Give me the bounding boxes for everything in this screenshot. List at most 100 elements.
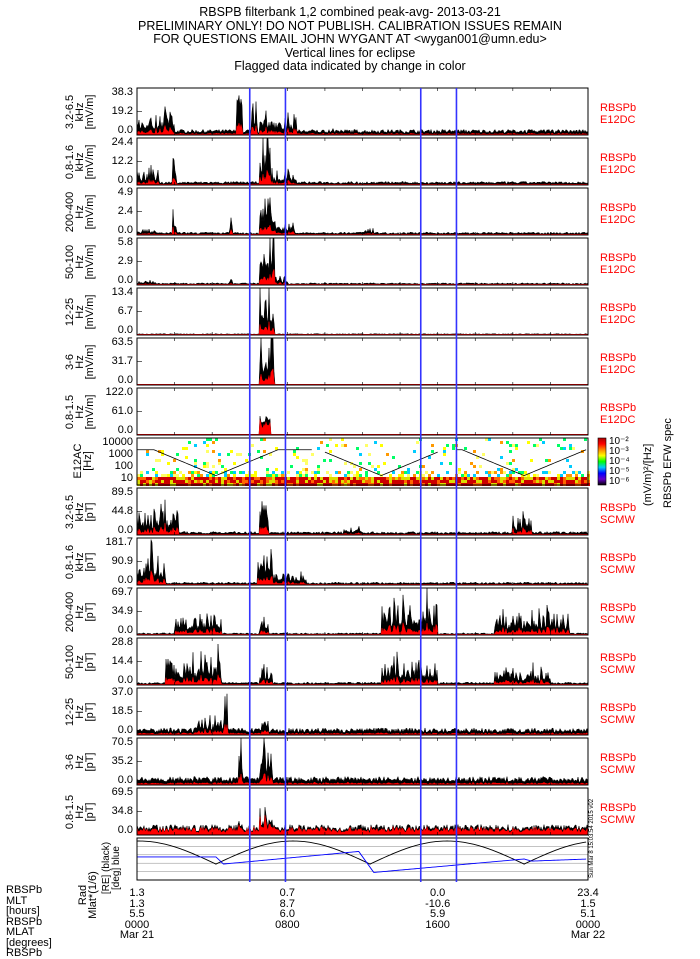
x-tick-value: 6.0 — [279, 908, 295, 920]
spectrogram-pixel — [500, 480, 503, 483]
y-tick-label: 90.9 — [111, 555, 133, 567]
spectrogram-pixel — [314, 474, 317, 477]
panel-frame — [136, 787, 589, 836]
spectrogram-pixel — [209, 477, 212, 480]
spectrogram-pixel — [362, 477, 365, 480]
spectrogram-pixel — [506, 480, 509, 483]
spectrogram-pixel — [566, 480, 569, 483]
spectrogram-pixel — [509, 480, 512, 483]
spectrogram-pixel — [368, 480, 371, 483]
spectrogram-pixel — [404, 471, 407, 474]
instrument-label: RBSPb E12DC — [600, 302, 636, 326]
spectrogram-pixel — [335, 477, 338, 480]
y-tick-label: 0.0 — [117, 774, 133, 786]
spectrogram-pixel — [374, 477, 377, 480]
y-tick-label: 0.0 — [117, 624, 133, 636]
spectrogram-pixel — [152, 477, 155, 480]
spectrogram-pixel — [365, 477, 368, 480]
x-row-label: MLT — [6, 894, 28, 907]
spectrogram-pixel — [341, 444, 344, 447]
spectrogram-pixel — [161, 453, 164, 456]
peak-trace — [136, 737, 589, 786]
x-tick-value: 8.7 — [279, 897, 295, 910]
spectrogram-pixel — [491, 480, 494, 483]
spectrogram-pixel — [227, 453, 230, 456]
spectrogram-pixel — [176, 480, 179, 483]
spectrogram-pixel — [206, 438, 209, 441]
spectrogram-pixel — [188, 480, 191, 483]
peak-trace — [136, 197, 589, 236]
spectrogram-pixel — [431, 477, 434, 480]
spectrogram-pixel — [398, 477, 401, 480]
spectrogram-pixel — [320, 441, 323, 444]
spectrogram-pixel — [461, 474, 464, 477]
y-tick-label: 63.5 — [111, 336, 133, 348]
x-tick-value: 5.5 — [129, 908, 145, 920]
spectrogram-pixel — [494, 471, 497, 474]
ephemeris-panel — [136, 840, 588, 873]
instrument: SCMW — [600, 514, 635, 526]
spectrogram-pixel — [371, 465, 374, 468]
spacecraft: RBSPb — [600, 302, 637, 314]
spectrogram-pixel — [287, 477, 290, 480]
spectrogram-pixel — [170, 471, 173, 474]
spectrogram-pixel — [305, 474, 308, 477]
spectrogram-pixel — [545, 477, 548, 480]
peak-trace — [136, 499, 589, 536]
spectrogram-pixel — [296, 456, 299, 459]
y-tick-label: 13.4 — [111, 286, 133, 298]
panel-3-6-Hz — [136, 337, 589, 386]
spectrogram-pixel — [512, 468, 515, 471]
spectrogram-pixel — [536, 480, 539, 483]
spectrogram-pixel — [359, 474, 362, 477]
spectrogram-pixel — [548, 459, 551, 462]
spectrogram-pixel — [431, 444, 434, 447]
spectrogram-pixel — [191, 471, 194, 474]
spectrogram-pixel — [341, 438, 344, 441]
spectrogram-pixel — [404, 477, 407, 480]
spectrogram-pixel — [509, 471, 512, 474]
spectrogram-pixel — [266, 477, 269, 480]
spacecraft: RBSPb — [600, 802, 637, 814]
spectrogram-pixel — [296, 474, 299, 477]
spectrogram-pixel — [392, 477, 395, 480]
spectrogram-pixel — [539, 438, 542, 441]
spectrogram-pixel — [473, 450, 476, 453]
spectrogram-pixel — [164, 474, 167, 477]
spectrogram-pixel — [422, 465, 425, 468]
spectrogram-pixel — [224, 471, 227, 474]
spectrogram-pixel — [206, 465, 209, 468]
spectrogram-pixel — [230, 477, 233, 480]
spectrogram-pixel — [317, 447, 320, 450]
spectrogram-pixel — [212, 480, 215, 483]
spectrogram-pixel — [407, 468, 410, 471]
spectrogram-pixel — [251, 444, 254, 447]
spectrogram-pixel — [182, 447, 185, 450]
spectrogram-pixel — [389, 480, 392, 483]
spectrogram-tick: 10 — [120, 472, 133, 484]
y-tick-label: 38.3 — [111, 86, 133, 98]
spectrogram-pixel — [242, 480, 245, 483]
spectrogram-pixel — [314, 471, 317, 474]
spectrogram-pixel — [473, 465, 476, 468]
spectrogram-pixel — [344, 462, 347, 465]
spectrogram-pixel — [137, 480, 140, 483]
y-tick-label: 61.0 — [111, 405, 133, 417]
spectrogram-pixel — [356, 471, 359, 474]
spectrogram-pixel — [560, 480, 563, 483]
instrument-label: RBSPb E12DC — [600, 202, 636, 226]
spectrogram-pixel — [170, 480, 173, 483]
instrument-label: RBSPb E12DC — [600, 252, 636, 276]
spectrogram-pixel — [164, 477, 167, 480]
spectrogram-pixel — [251, 477, 254, 480]
panel-0.8-1.5-Hz — [136, 387, 589, 436]
spectrogram-pixel — [506, 441, 509, 444]
spectrogram-pixel — [521, 474, 524, 477]
spectrogram-pixel — [530, 459, 533, 462]
spectrogram-pixel — [368, 477, 371, 480]
y-tick-label: 12.2 — [111, 155, 133, 167]
panel-50-100-Hz — [136, 237, 589, 286]
spacecraft: RBSPb — [600, 552, 637, 564]
y-tick-label: 0.0 — [117, 324, 133, 336]
y-tick-label: 89.5 — [111, 486, 133, 498]
